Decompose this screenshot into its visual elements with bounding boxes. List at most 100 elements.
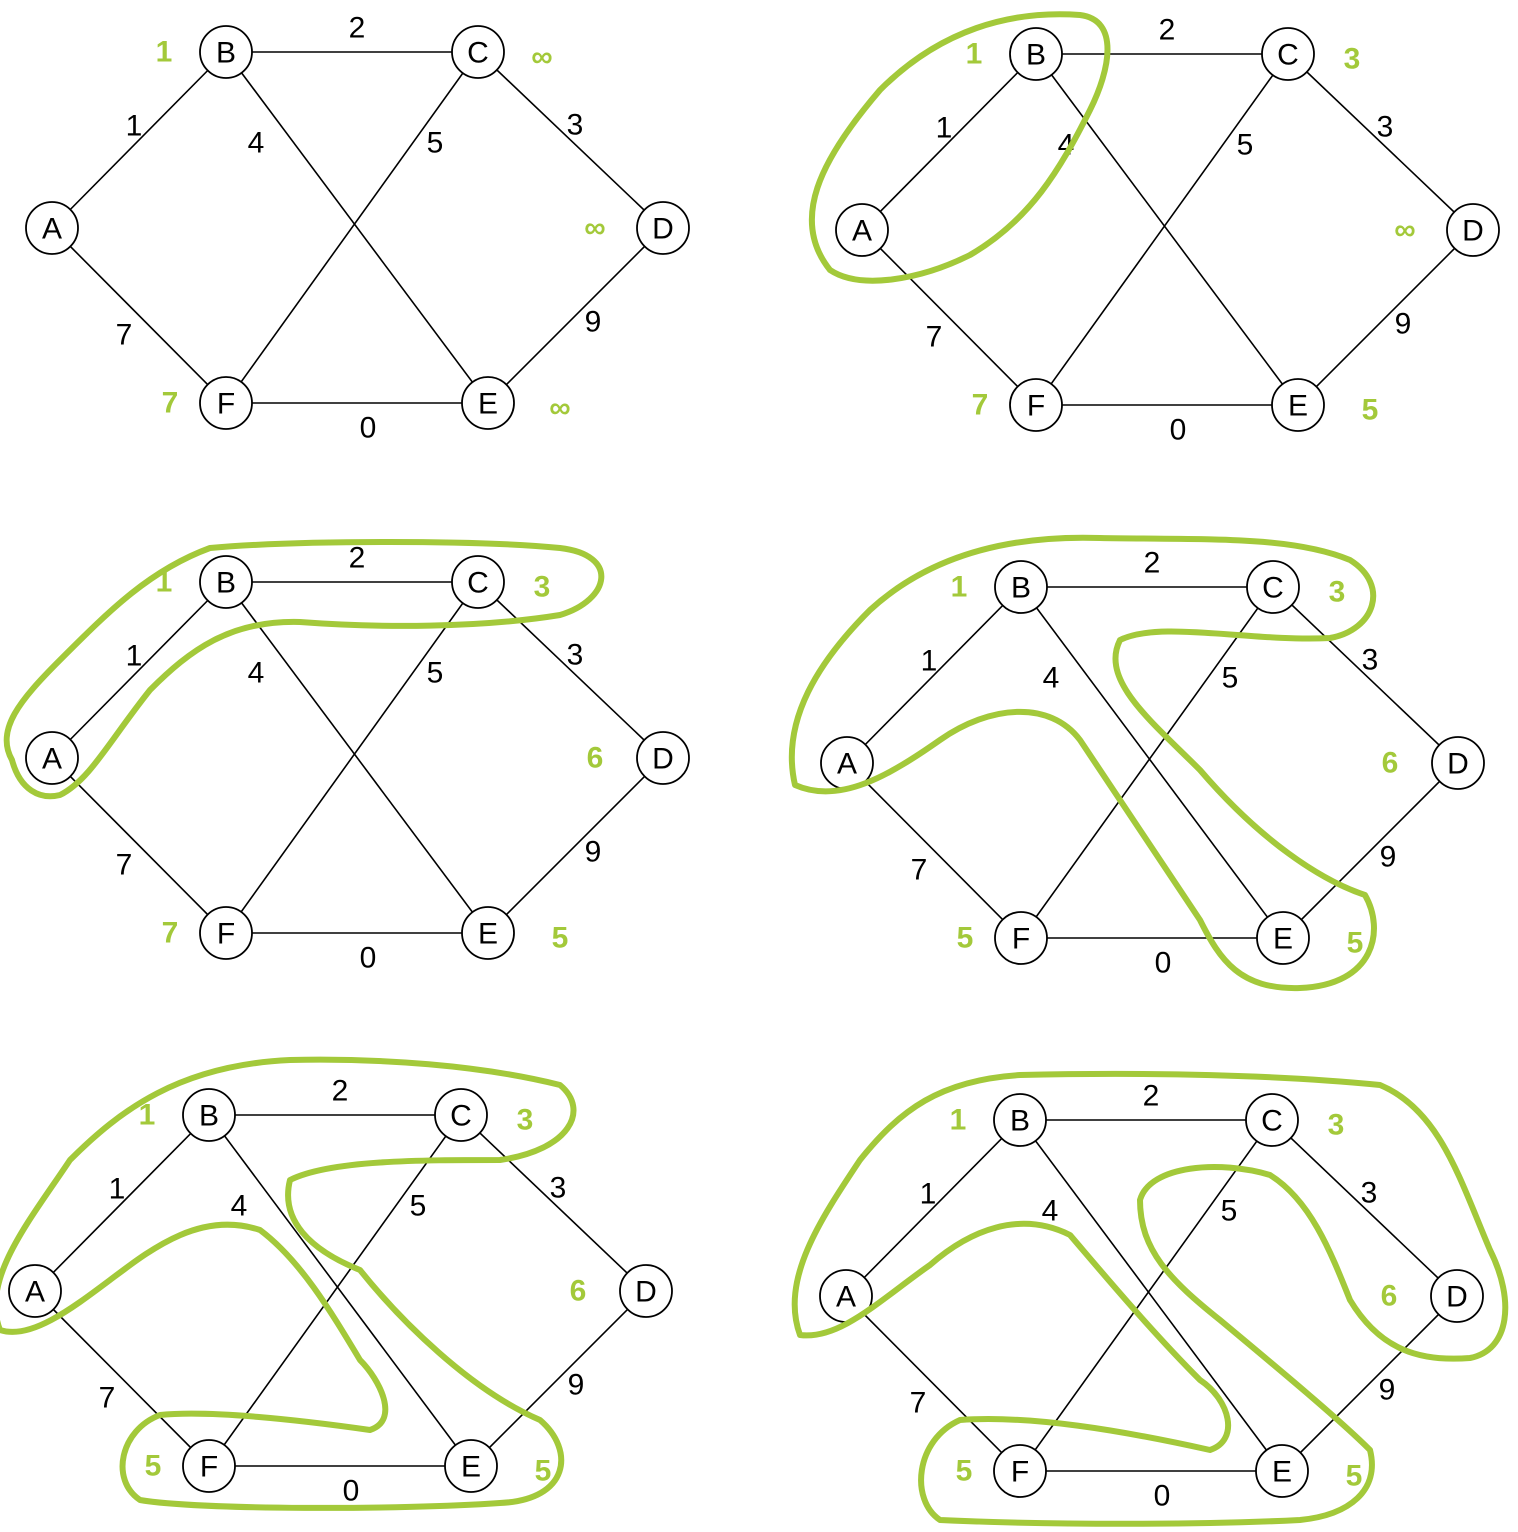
distance-label-f: 7	[972, 389, 989, 422]
edge-A-B	[845, 1119, 1021, 1297]
edge-weight-E-D: 9	[1395, 308, 1412, 341]
node-f	[993, 1444, 1047, 1498]
node-e	[444, 1439, 498, 1493]
edge-weight-C-D: 3	[567, 109, 584, 142]
edge-weight-E-D: 9	[585, 306, 602, 339]
distance-label-f: 5	[145, 1450, 162, 1483]
edge-C-D	[460, 1114, 647, 1292]
edge-A-F	[861, 229, 1037, 406]
distance-label-d: ∞	[584, 212, 605, 245]
node-c	[1245, 1093, 1299, 1147]
node-b	[993, 1093, 1047, 1147]
visited-set-outline	[791, 1070, 1509, 1527]
node-c	[1261, 27, 1315, 81]
node-b	[199, 25, 253, 79]
edge-weight-F-E: 0	[1154, 1480, 1171, 1513]
node-label-b: B	[216, 567, 236, 600]
edge-weight-A-B: 1	[921, 645, 938, 678]
edge-weight-E-D: 9	[1379, 1374, 1396, 1407]
node-label-d: D	[1447, 748, 1469, 781]
distance-label-b: 1	[139, 1099, 156, 1132]
distance-label-e: 5	[552, 922, 569, 955]
distance-label-e: 5	[535, 1455, 552, 1488]
node-label-d: D	[635, 1276, 657, 1309]
step-panel-5: 1 2 3 4 5 7 9 0 A B C D E F 1 3 6 5 5	[8, 1075, 673, 1508]
edge-A-B	[846, 586, 1022, 764]
edge-E-D	[487, 757, 664, 934]
distance-label-d: 6	[1381, 1280, 1398, 1313]
visited-set-outline	[788, 534, 1377, 992]
distance-label-e: 5	[1347, 927, 1364, 960]
edge-A-F	[51, 757, 227, 934]
edge-weight-F-E: 0	[360, 942, 377, 975]
node-label-a: A	[25, 1276, 45, 1309]
node-f	[199, 906, 253, 960]
node-label-e: E	[461, 1451, 481, 1484]
distance-label-b: 1	[950, 1104, 967, 1137]
node-label-b: B	[199, 1100, 219, 1133]
distance-label-b: 1	[951, 571, 968, 604]
edge-weight-B-E: 4	[248, 657, 265, 690]
node-label-e: E	[1288, 390, 1308, 423]
node-b	[1009, 27, 1063, 81]
node-e	[461, 906, 515, 960]
edge-weight-B-C: 2	[1144, 547, 1161, 580]
node-label-f: F	[200, 1451, 218, 1484]
node-d	[1430, 1269, 1484, 1323]
node-label-a: A	[837, 748, 857, 781]
edge-A-B	[51, 581, 227, 759]
edge-A-F	[845, 1295, 1021, 1472]
node-label-e: E	[478, 918, 498, 951]
edge-weight-C-F: 5	[410, 1190, 427, 1223]
node-label-b: B	[216, 37, 236, 70]
node-e	[1255, 1444, 1309, 1498]
edge-weight-B-E: 4	[248, 127, 265, 160]
edge-C-F	[225, 581, 479, 934]
edge-B-E	[1019, 1119, 1283, 1472]
edge-weight-B-C: 2	[1159, 14, 1176, 47]
node-label-f: F	[1012, 923, 1030, 956]
node-f	[994, 911, 1048, 965]
edge-A-F	[34, 1290, 210, 1467]
edge-weight-C-F: 5	[1221, 1195, 1238, 1228]
distance-label-f: 7	[162, 917, 179, 950]
edge-weight-A-F: 7	[911, 854, 928, 887]
edge-weight-A-B: 1	[920, 1178, 937, 1211]
step-panel-4: 1 2 3 4 5 7 9 0 A B C D E F 1 3 6 5 5	[820, 547, 1485, 980]
edge-weight-C-D: 3	[567, 639, 584, 672]
distance-label-c: 3	[1344, 43, 1361, 76]
edge-C-F	[1019, 1119, 1273, 1472]
edge-C-D	[477, 51, 664, 229]
node-label-c: C	[467, 567, 489, 600]
node-b	[199, 555, 253, 609]
edge-weight-A-B: 1	[126, 640, 143, 673]
distance-label-d: ∞	[1394, 214, 1415, 247]
node-label-a: A	[852, 215, 872, 248]
edge-weight-C-F: 5	[1222, 662, 1239, 695]
node-label-d: D	[1446, 1281, 1468, 1314]
node-label-a: A	[42, 213, 62, 246]
node-label-f: F	[217, 388, 235, 421]
node-label-a: A	[42, 743, 62, 776]
edge-weight-F-E: 0	[1155, 947, 1172, 980]
edge-B-E	[1035, 53, 1299, 406]
node-label-c: C	[1277, 39, 1299, 72]
distance-label-d: 6	[587, 742, 604, 775]
edge-C-F	[208, 1114, 462, 1467]
node-b	[182, 1088, 236, 1142]
edge-weight-E-D: 9	[585, 836, 602, 869]
edge-weight-C-D: 3	[550, 1172, 567, 1205]
node-label-f: F	[217, 918, 235, 951]
distance-label-c: 3	[1329, 576, 1346, 609]
edge-weight-A-F: 7	[116, 319, 133, 352]
step-panel-6: 1 2 3 4 5 7 9 0 A B C D E F 1 3 6 5 5	[819, 1080, 1484, 1513]
node-c	[1246, 560, 1300, 614]
edge-A-F	[51, 227, 227, 404]
edge-weight-B-E: 4	[1043, 662, 1060, 695]
distance-label-d: 6	[570, 1275, 587, 1308]
visited-set-outline	[0, 1056, 577, 1511]
edge-weight-C-D: 3	[1377, 111, 1394, 144]
edge-E-D	[470, 1290, 647, 1467]
